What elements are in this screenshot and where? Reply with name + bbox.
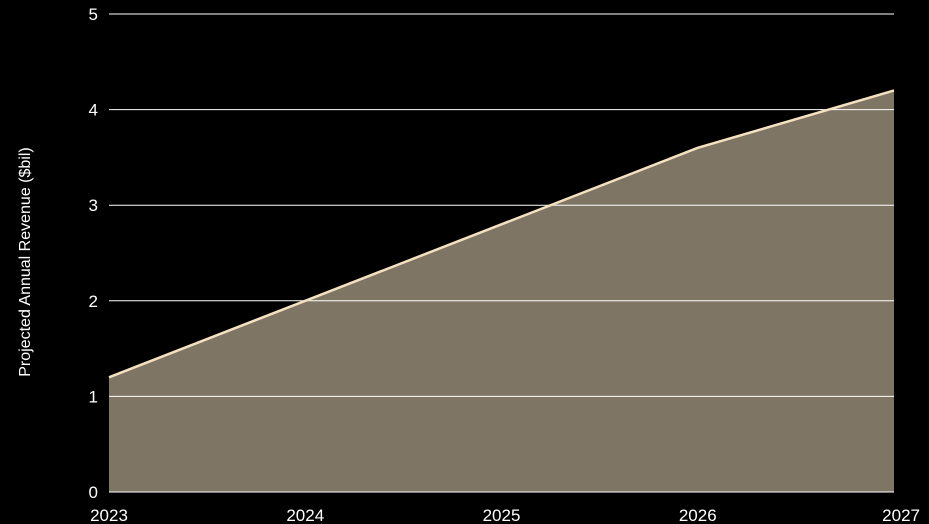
y-tick-label: 1 — [89, 387, 98, 406]
gridlines — [109, 13, 894, 493]
y-tick-label: 4 — [89, 101, 98, 120]
y-axis-ticks: 0 1 2 3 4 5 — [89, 5, 98, 502]
series-line-layer — [108, 89, 895, 379]
y-tick-label: 3 — [89, 196, 98, 215]
x-tick-label: 2025 — [483, 506, 521, 524]
x-tick-label: 2024 — [286, 506, 324, 524]
y-axis-label: Projected Annual Revenue ($bil) — [17, 147, 34, 376]
area-layer — [109, 90, 894, 492]
y-tick-label: 2 — [89, 292, 98, 311]
x-axis-ticks: 2023 2024 2025 2026 2027 — [90, 506, 920, 524]
x-tick-label: 2026 — [679, 506, 717, 524]
y-tick-label: 5 — [89, 5, 98, 24]
series-line — [108, 89, 895, 379]
x-tick-label: 2023 — [90, 506, 128, 524]
series-area — [109, 90, 894, 492]
y-tick-label: 0 — [89, 483, 98, 502]
x-tick-label: 2027 — [882, 506, 920, 524]
